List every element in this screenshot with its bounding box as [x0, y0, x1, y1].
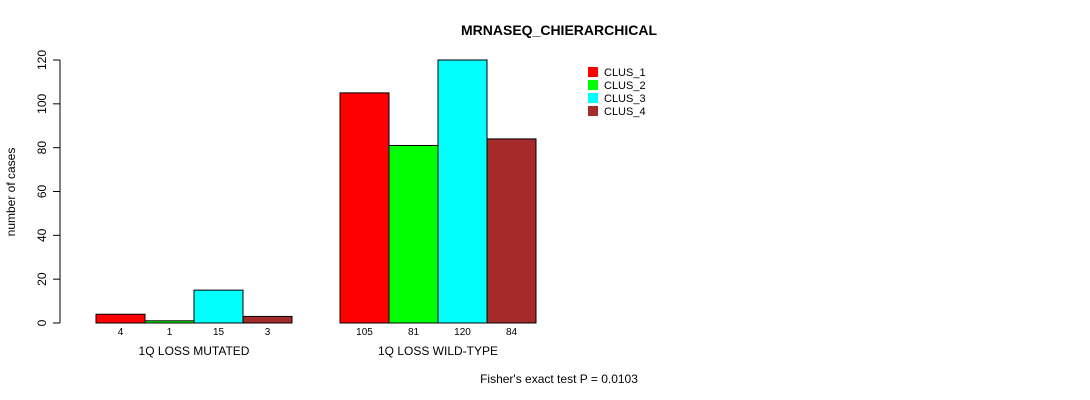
- bar-clus_2-1: [388, 144, 439, 324]
- legend-swatch-clus_4: [588, 106, 598, 116]
- y-tick-label-40: 40: [35, 228, 49, 242]
- legend-label-clus_3: CLUS_3: [604, 93, 646, 105]
- legend-label-clus_4: CLUS_4: [604, 106, 646, 118]
- y-ticks: 0 20 40 60 80 100 120: [35, 50, 60, 326]
- bar-clus_1-1: [339, 92, 390, 324]
- fisher-annotation: Fisher's exact test P = 0.0103: [480, 372, 638, 386]
- y-tick-label-60: 60: [35, 185, 49, 199]
- count-label-clus_2-1: 81: [408, 327, 420, 338]
- count-label-clus_2-0: 1: [167, 327, 173, 338]
- bar-clus_1-0: [95, 313, 146, 324]
- y-tick-label-80: 80: [35, 141, 49, 155]
- legend-swatch-clus_1: [588, 67, 598, 77]
- bar-clus_3-1: [437, 59, 488, 324]
- bar-clus_3-0: [193, 289, 244, 324]
- legend-swatch-clus_3: [588, 93, 598, 103]
- legend-label-clus_1: CLUS_1: [604, 67, 646, 79]
- y-axis-label: number of cases: [4, 148, 18, 237]
- count-label-clus_4-0: 3: [265, 327, 271, 338]
- count-label-clus_3-1: 120: [454, 327, 471, 338]
- bars: [95, 59, 537, 324]
- legend-label-clus_2: CLUS_2: [604, 80, 646, 92]
- legend-swatch-clus_2: [588, 80, 598, 90]
- count-label-clus_3-0: 15: [213, 327, 225, 338]
- category-labels: 1Q LOSS MUTATED 1Q LOSS WILD-TYPE: [139, 344, 498, 358]
- count-label-clus_1-1: 105: [356, 327, 373, 338]
- count-label-clus_1-0: 4: [118, 327, 124, 338]
- count-label-clus_4-1: 84: [506, 327, 518, 338]
- y-tick-label-20: 20: [35, 272, 49, 286]
- category-label-0: 1Q LOSS MUTATED: [139, 344, 250, 358]
- chart-title: MRNASEQ_CHIERARCHICAL: [461, 22, 657, 38]
- bar-clus_2-0: [144, 320, 195, 324]
- y-tick-label-0: 0: [35, 319, 49, 326]
- category-label-1: 1Q LOSS WILD-TYPE: [378, 344, 498, 358]
- bar-clus_4-0: [242, 315, 293, 324]
- y-tick-label-100: 100: [35, 94, 49, 114]
- bar-count-labels: 4 1 15 3 105 81 120 84: [118, 327, 518, 338]
- y-tick-label-120: 120: [35, 50, 49, 70]
- bar-clus_4-1: [486, 138, 537, 324]
